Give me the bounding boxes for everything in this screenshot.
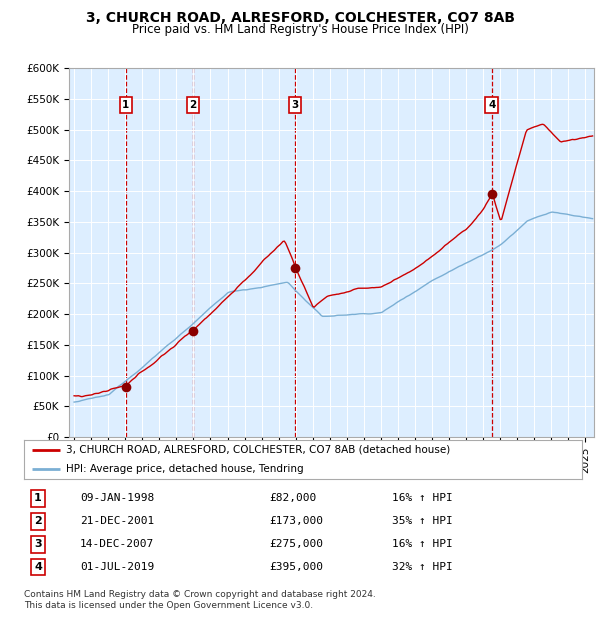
Text: This data is licensed under the Open Government Licence v3.0.: This data is licensed under the Open Gov… [24, 601, 313, 611]
Text: 3: 3 [34, 539, 42, 549]
Text: Contains HM Land Registry data © Crown copyright and database right 2024.: Contains HM Land Registry data © Crown c… [24, 590, 376, 600]
Text: 3, CHURCH ROAD, ALRESFORD, COLCHESTER, CO7 8AB (detached house): 3, CHURCH ROAD, ALRESFORD, COLCHESTER, C… [66, 445, 450, 455]
Text: £82,000: £82,000 [269, 494, 317, 503]
Text: 16% ↑ HPI: 16% ↑ HPI [392, 494, 453, 503]
Text: Price paid vs. HM Land Registry's House Price Index (HPI): Price paid vs. HM Land Registry's House … [131, 23, 469, 36]
Text: £173,000: £173,000 [269, 516, 323, 526]
Text: 2: 2 [34, 516, 42, 526]
Text: 1: 1 [122, 100, 130, 110]
Text: 35% ↑ HPI: 35% ↑ HPI [392, 516, 453, 526]
Text: 32% ↑ HPI: 32% ↑ HPI [392, 562, 453, 572]
Text: 4: 4 [488, 100, 496, 110]
Text: £275,000: £275,000 [269, 539, 323, 549]
Text: 3, CHURCH ROAD, ALRESFORD, COLCHESTER, CO7 8AB: 3, CHURCH ROAD, ALRESFORD, COLCHESTER, C… [86, 11, 515, 25]
Text: 09-JAN-1998: 09-JAN-1998 [80, 494, 154, 503]
Text: £395,000: £395,000 [269, 562, 323, 572]
Text: 2: 2 [189, 100, 197, 110]
Text: 1: 1 [34, 494, 42, 503]
Text: 21-DEC-2001: 21-DEC-2001 [80, 516, 154, 526]
Text: 16% ↑ HPI: 16% ↑ HPI [392, 539, 453, 549]
Text: 14-DEC-2007: 14-DEC-2007 [80, 539, 154, 549]
Text: HPI: Average price, detached house, Tendring: HPI: Average price, detached house, Tend… [66, 464, 304, 474]
Text: 01-JUL-2019: 01-JUL-2019 [80, 562, 154, 572]
Text: 3: 3 [292, 100, 299, 110]
Text: 4: 4 [34, 562, 42, 572]
